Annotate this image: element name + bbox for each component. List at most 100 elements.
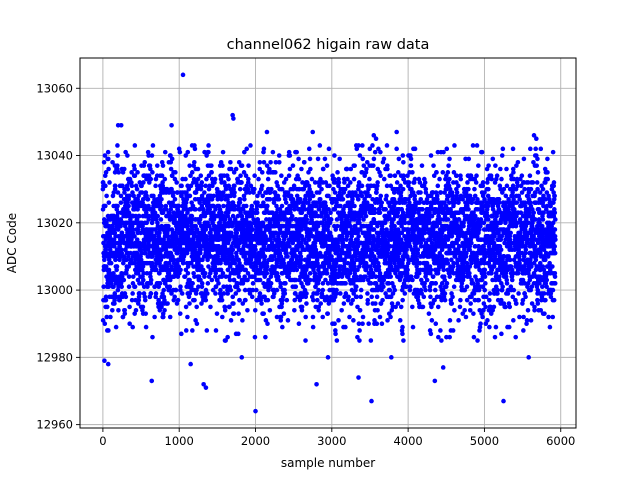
- data-point: [337, 156, 342, 162]
- data-point: [143, 311, 149, 316]
- data-point: [466, 186, 471, 192]
- data-point: [334, 338, 340, 343]
- data-point: [374, 294, 380, 300]
- data-point: [257, 159, 263, 165]
- data-point: [166, 200, 172, 205]
- data-point: [360, 314, 366, 320]
- data-point: [444, 281, 450, 286]
- data-point: [131, 193, 136, 199]
- data-point: [203, 297, 209, 303]
- data-point: [220, 149, 226, 155]
- data-point: [261, 159, 267, 165]
- data-point: [396, 156, 402, 162]
- data-point: [213, 207, 218, 212]
- data-point: [458, 297, 463, 303]
- data-point: [120, 294, 125, 300]
- data-point: [177, 311, 183, 316]
- data-point: [162, 281, 168, 286]
- data-point: [447, 156, 452, 162]
- data-point: [115, 143, 120, 148]
- data-point: [168, 166, 174, 172]
- data-point: [410, 324, 416, 330]
- data-point: [415, 247, 421, 253]
- data-point: [220, 314, 225, 320]
- data-point: [173, 287, 179, 293]
- data-point: [121, 277, 127, 283]
- data-point: [320, 314, 326, 320]
- data-point: [371, 156, 377, 162]
- data-point: [398, 304, 404, 310]
- data-point: [243, 203, 249, 209]
- data-point: [428, 153, 434, 158]
- data-point: [163, 203, 169, 209]
- data-point: [127, 304, 132, 310]
- data-point: [112, 301, 117, 306]
- data-point: [228, 318, 234, 323]
- data-point: [400, 297, 405, 303]
- data-point: [343, 324, 348, 330]
- data-point: [366, 321, 371, 327]
- data-point: [104, 304, 110, 310]
- data-point: [101, 159, 107, 165]
- data-point: [424, 277, 430, 283]
- data-point: [105, 149, 111, 155]
- data-point: [317, 143, 323, 148]
- data-point: [128, 250, 133, 256]
- data-point: [225, 291, 231, 296]
- data-point: [195, 176, 201, 182]
- data-point: [400, 186, 406, 192]
- data-point: [103, 170, 109, 175]
- data-point: [104, 220, 109, 226]
- data-point: [339, 307, 344, 313]
- data-point: [369, 294, 375, 300]
- data-point: [129, 297, 135, 303]
- data-point: [120, 314, 126, 320]
- data-point: [225, 334, 230, 340]
- data-point: [252, 307, 258, 313]
- data-point: [102, 257, 107, 263]
- data-point: [110, 159, 115, 165]
- data-point: [418, 196, 424, 202]
- data-point: [135, 227, 141, 232]
- data-point: [346, 294, 351, 300]
- data-point: [452, 307, 457, 313]
- data-point: [132, 166, 137, 172]
- data-point: [233, 166, 239, 172]
- data-point: [421, 294, 427, 300]
- data-point: [112, 227, 117, 232]
- data-point: [342, 180, 347, 185]
- data-point: [410, 277, 415, 283]
- data-point: [466, 156, 472, 162]
- data-point: [141, 230, 147, 236]
- data-point: [400, 331, 405, 337]
- data-point: [166, 223, 171, 229]
- data-point: [199, 281, 205, 286]
- data-point: [148, 277, 154, 283]
- data-point: [138, 230, 143, 236]
- data-point: [110, 307, 115, 313]
- data-point: [130, 274, 136, 279]
- data-point: [187, 163, 192, 168]
- data-point: [114, 264, 120, 269]
- data-point: [141, 180, 146, 185]
- data-point: [410, 170, 415, 175]
- data-point: [379, 200, 385, 205]
- data-point: [354, 284, 359, 290]
- data-point: [471, 334, 477, 340]
- data-point: [307, 156, 313, 162]
- data-point: [135, 170, 140, 175]
- data-point: [475, 338, 480, 343]
- data-point: [352, 203, 357, 209]
- data-point: [264, 264, 270, 269]
- data-point: [201, 207, 206, 212]
- data-point: [142, 294, 148, 300]
- data-point: [402, 291, 408, 296]
- data-point: [279, 173, 284, 179]
- data-point: [370, 143, 375, 148]
- data-point: [185, 210, 190, 216]
- data-point: [384, 143, 390, 148]
- data-point: [215, 196, 221, 202]
- data-point: [118, 193, 124, 199]
- data-point: [276, 153, 282, 158]
- data-point: [265, 321, 270, 327]
